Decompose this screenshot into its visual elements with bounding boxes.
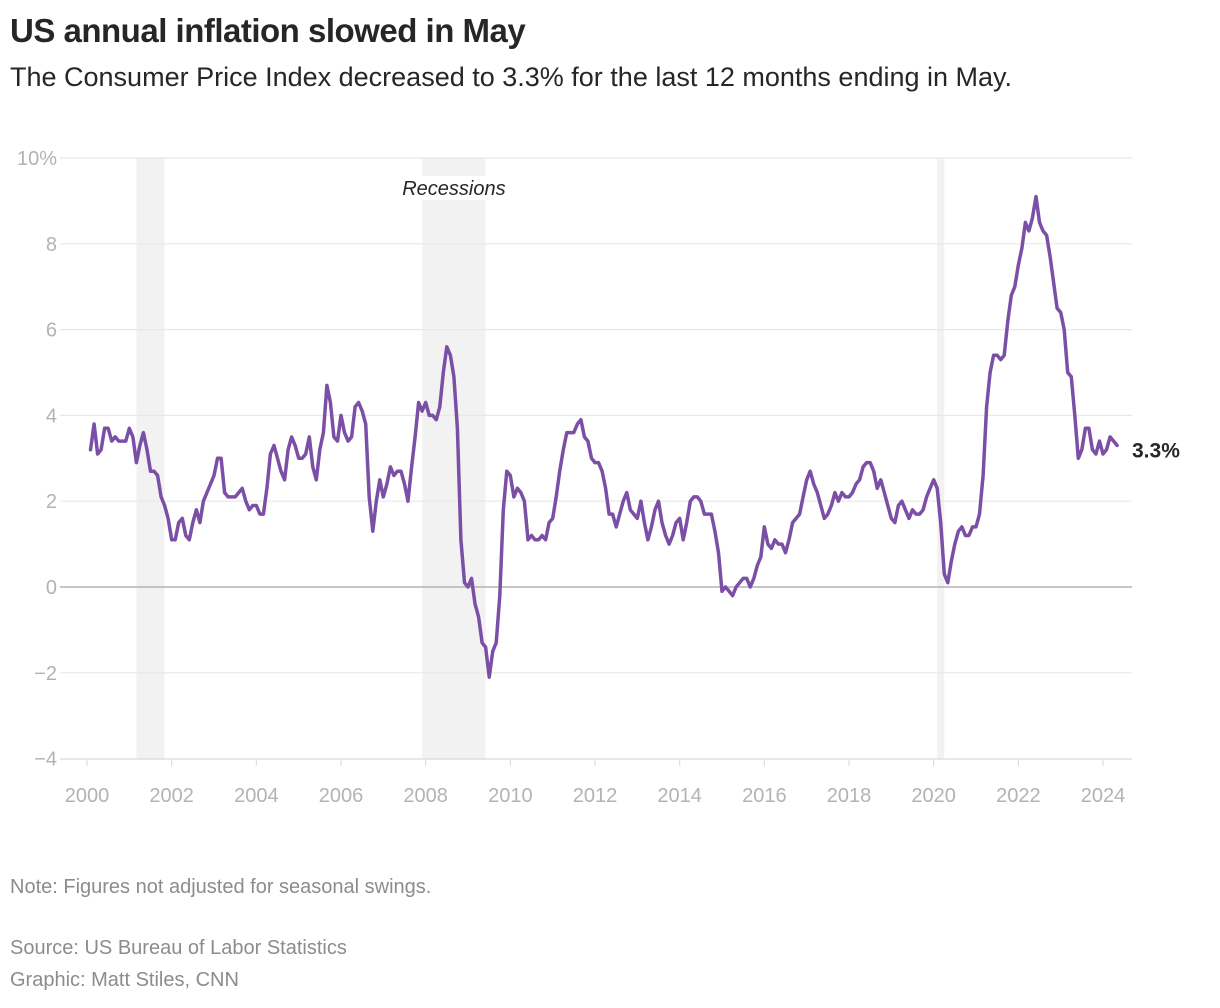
y-tick-label: 4 xyxy=(46,405,57,427)
y-tick-label: 2 xyxy=(46,491,57,513)
x-tick-label: 2004 xyxy=(234,785,279,807)
chart-title: US annual inflation slowed in May xyxy=(10,12,526,49)
x-tick-label: 2022 xyxy=(996,785,1041,807)
x-tick-label: 2000 xyxy=(65,785,110,807)
y-tick-label: 8 xyxy=(46,234,57,256)
recession-band xyxy=(937,158,945,759)
x-tick-label: 2002 xyxy=(149,785,194,807)
recession-label: Recessions xyxy=(402,178,505,200)
y-tick-label: −2 xyxy=(34,663,57,685)
recession-label-bg xyxy=(389,176,518,200)
cpi-line xyxy=(88,194,1119,679)
y-tick-label: 0 xyxy=(46,577,57,599)
credit-text: Graphic: Matt Stiles, CNN xyxy=(10,969,239,991)
x-tick-label: 2008 xyxy=(403,785,448,807)
x-tick-label: 2020 xyxy=(911,785,956,807)
x-tick-label: 2006 xyxy=(319,785,364,807)
y-tick-label: 6 xyxy=(46,320,57,342)
x-tick-label: 2018 xyxy=(827,785,872,807)
x-tick-label: 2012 xyxy=(573,785,618,807)
line-chart: 10% 8 6 4 2 0 −2 −4 Recessions 2000 2002 2004 2006 20… xyxy=(17,148,1180,807)
x-tick-label: 2014 xyxy=(657,785,702,807)
y-tick-label: −4 xyxy=(34,749,57,771)
y-tick-label: 10% xyxy=(17,148,57,170)
note-text: Note: Figures not adjusted for seasonal … xyxy=(10,876,432,898)
x-tick-label: 2010 xyxy=(488,785,533,807)
x-tick-label: 2024 xyxy=(1081,785,1126,807)
recession-band xyxy=(136,158,165,759)
recession-band xyxy=(422,158,486,759)
end-value-label: 3.3% xyxy=(1132,439,1180,462)
chart-subtitle: The Consumer Price Index decreased to 3.… xyxy=(10,62,1013,92)
source-text: Source: US Bureau of Labor Statistics xyxy=(10,937,347,959)
x-tick-label: 2016 xyxy=(742,785,787,807)
